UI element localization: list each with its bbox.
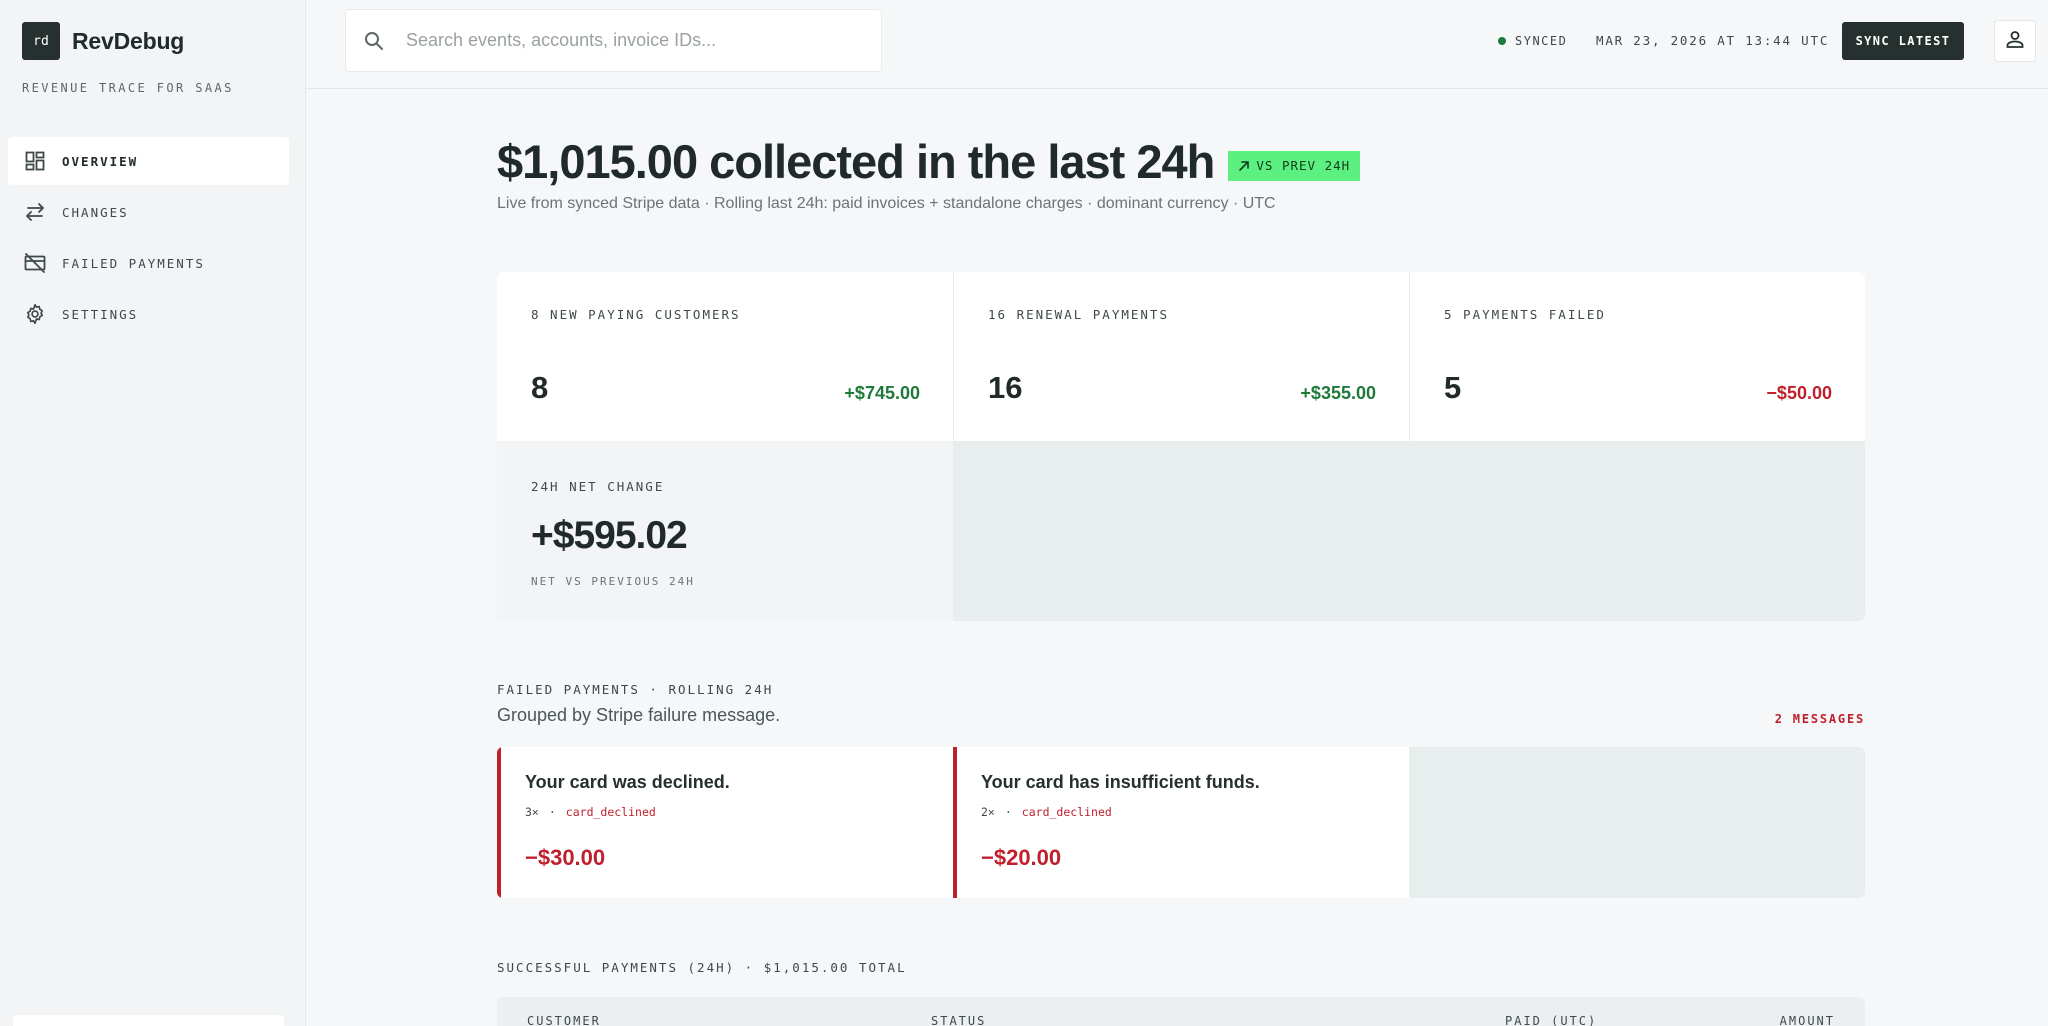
net-change-title: 24H NET CHANGE [531, 479, 665, 494]
failure-code: card_declined [1021, 805, 1112, 819]
kpi-card-new-customers[interactable]: 8 NEW PAYING CUSTOMERS 8 +$745.00 [497, 272, 953, 441]
sidebar-item-label: FAILED PAYMENTS [62, 255, 205, 271]
failed-payments-groups: Your card was declined. 3× · card_declin… [497, 747, 1865, 898]
sync-status-label: SYNCED [1515, 34, 1568, 48]
sync-status-dot [1498, 37, 1506, 45]
kpi-title: 5 PAYMENTS FAILED [1444, 307, 1606, 322]
sidebar-item-changes[interactable]: CHANGES [8, 188, 289, 236]
failure-message: Your card has insufficient funds. [981, 772, 1260, 792]
failure-message: Your card was declined. [525, 772, 730, 792]
failed-payments-subtitle: Grouped by Stripe failure message. [497, 705, 781, 725]
brand-tagline: REVENUE TRACE FOR SAAS [22, 81, 234, 95]
sidebar-footer-card [13, 1015, 284, 1026]
sidebar: rd RevDebug REVENUE TRACE FOR SAAS OVERV… [0, 0, 306, 1026]
trend-badge-label: VS PREV 24H [1256, 158, 1351, 173]
net-change-card: 24H NET CHANGE +$595.02 NET VS PREVIOUS … [497, 441, 953, 621]
sidebar-item-overview[interactable]: OVERVIEW [8, 137, 289, 185]
failure-meta: 3× · card_declined [525, 805, 656, 819]
meta-separator: · [1004, 805, 1012, 819]
sidebar-item-label: SETTINGS [62, 306, 139, 322]
kpi-card-payments-failed[interactable]: 5 PAYMENTS FAILED 5 −$50.00 [1409, 272, 1865, 441]
kpi-card-renewals[interactable]: 16 RENEWAL PAYMENTS 16 +$355.00 [953, 272, 1409, 441]
user-icon [2005, 29, 2025, 54]
search-input[interactable] [406, 30, 866, 51]
sync-status: SYNCED [1498, 34, 1567, 48]
gear-icon [24, 303, 46, 325]
arrow-up-right-icon [1238, 160, 1250, 172]
net-change-caption: NET VS PREVIOUS 24H [531, 575, 695, 588]
kpi-title: 16 RENEWAL PAYMENTS [988, 307, 1169, 322]
failure-count: 3× [525, 805, 539, 819]
net-change-value: +$595.02 [531, 514, 688, 557]
topbar: SYNCED MAR 23, 2026 AT 13:44 UTC SYNC LA… [306, 0, 2048, 89]
trend-badge: VS PREV 24H [1228, 150, 1361, 181]
kpi-value: 5 [1444, 370, 1462, 405]
failure-code: card_declined [565, 805, 656, 819]
failure-meta: 2× · card_declined [981, 805, 1112, 819]
kpi-delta: +$745.00 [844, 383, 920, 403]
kpi-value: 16 [988, 370, 1023, 405]
successful-payments-heading: SUCCESSFUL PAYMENTS (24H) · $1,015.00 TO… [497, 960, 907, 975]
sidebar-item-label: OVERVIEW [62, 153, 139, 169]
search-icon [362, 29, 386, 53]
brand-logo: rd [22, 22, 60, 60]
hero: $1,015.00 collected in the last 24h VS P… [497, 134, 1361, 189]
page-subtitle: Live from synced Stripe data · Rolling l… [497, 195, 1276, 212]
failed-payments-heading: FAILED PAYMENTS · ROLLING 24H [497, 682, 774, 697]
failure-amount: −$20.00 [981, 845, 1062, 870]
failure-group-card[interactable]: Your card was declined. 3× · card_declin… [497, 747, 953, 898]
column-header-customer[interactable]: CUSTOMER [527, 1014, 601, 1026]
search-box[interactable] [345, 9, 882, 72]
failure-group-card[interactable]: Your card has insufficient funds. 2× · c… [953, 747, 1409, 898]
brand-name: RevDebug [72, 27, 185, 54]
column-header-amount[interactable]: AMOUNT [1779, 1014, 1835, 1026]
last-sync-timestamp: MAR 23, 2026 AT 13:44 UTC [1596, 33, 1830, 48]
kpi-value: 8 [531, 370, 549, 405]
kpi-delta: +$355.00 [1300, 383, 1376, 403]
swap-arrows-icon [24, 201, 46, 223]
card-off-icon [24, 252, 46, 274]
sidebar-nav: OVERVIEW CHANGES FAILED PAYMENTS [8, 137, 289, 341]
column-header-status[interactable]: STATUS [931, 1014, 987, 1026]
meta-separator: · [548, 805, 556, 819]
page-title: $1,015.00 collected in the last 24h [497, 135, 1215, 188]
payments-table-header: CUSTOMER STATUS PAID (UTC) AMOUNT [497, 997, 1865, 1026]
kpi-title: 8 NEW PAYING CUSTOMERS [531, 307, 741, 322]
sidebar-item-settings[interactable]: SETTINGS [8, 290, 289, 338]
user-menu-button[interactable] [1994, 20, 2036, 62]
sync-latest-button[interactable]: SYNC LATEST [1842, 22, 1964, 60]
kpi-grid: 8 NEW PAYING CUSTOMERS 8 +$745.00 16 REN… [497, 272, 1865, 621]
dashboard-grid-icon [24, 150, 46, 172]
failure-count: 2× [981, 805, 995, 819]
failure-amount: −$30.00 [525, 845, 606, 870]
failed-message-count: 2 MESSAGES [1774, 712, 1865, 726]
sidebar-item-failed-payments[interactable]: FAILED PAYMENTS [8, 239, 289, 287]
kpi-delta: −$50.00 [1766, 383, 1832, 403]
sidebar-item-label: CHANGES [62, 204, 129, 220]
column-header-paid[interactable]: PAID (UTC) [1505, 1014, 1598, 1026]
brand[interactable]: rd RevDebug [22, 22, 184, 60]
